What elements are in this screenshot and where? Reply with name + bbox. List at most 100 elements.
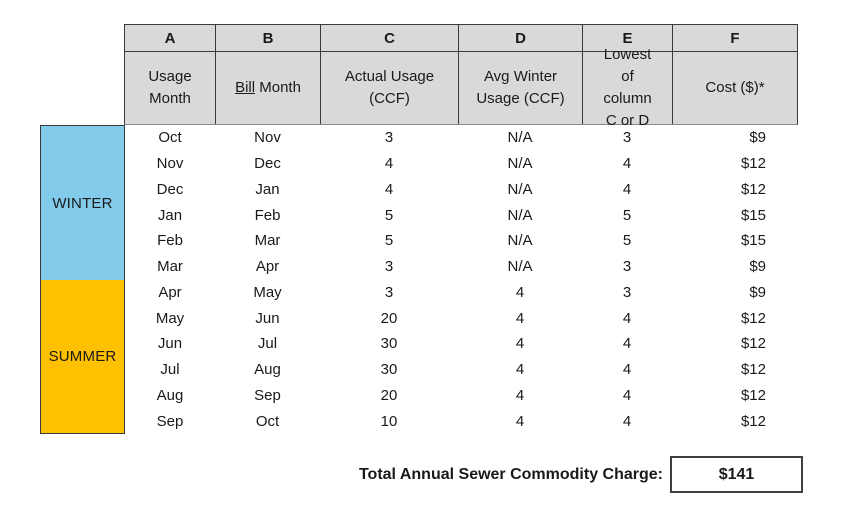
cell-bill-month: Jun [255, 309, 280, 327]
season-column: WINTER SUMMER [40, 125, 125, 434]
cell-lowest-c-or-d: 4 [622, 155, 632, 173]
cell-avg-winter-usage: N/A [507, 155, 533, 173]
cell-actual-usage: 5 [384, 232, 394, 250]
column-title-row: Usage Month Bill Month Actual Usage (CCF… [125, 46, 797, 129]
cell-actual-usage: 30 [380, 361, 398, 379]
cell-bill-month: Feb [254, 206, 281, 224]
total-label: Total Annual Sewer Commodity Charge: [358, 465, 663, 483]
cell-lowest-c-or-d: 4 [622, 180, 632, 198]
cell-actual-usage: 30 [380, 335, 398, 353]
cell-usage-month: Nov [156, 155, 184, 173]
cell-avg-winter-usage: N/A [507, 258, 533, 276]
cell-actual-usage: 4 [384, 180, 394, 198]
table-body: Oct Nov 3 N/A 3 $9 Nov Dec 4 N/A 4 $12 Dec Jan 4 N/A 4 $1… [125, 125, 797, 434]
cell-usage-month: Dec [156, 180, 184, 198]
cell-usage-month: Jul [160, 361, 180, 379]
cell-lowest-c-or-d: 4 [622, 309, 632, 327]
cell-cost: $12 [740, 309, 766, 327]
cell-bill-month: Oct [255, 412, 280, 430]
header-lowest-c-or-d: Lowest of column C or D [582, 46, 672, 129]
cell-avg-winter-usage: N/A [507, 129, 533, 147]
summer-block: SUMMER [41, 280, 124, 433]
column-letter-e: E [582, 25, 672, 51]
total-value-box: $141 [670, 456, 803, 493]
cell-bill-month: Jan [255, 180, 280, 198]
cell-actual-usage: 3 [384, 129, 394, 147]
cell-lowest-c-or-d: 4 [622, 335, 632, 353]
header-bill-month: Bill Month [215, 52, 320, 124]
cell-avg-winter-usage: 4 [515, 309, 525, 327]
cell-cost: $12 [740, 155, 766, 173]
cell-bill-month: Dec [254, 155, 281, 173]
total-row: Total Annual Sewer Commodity Charge: $14… [0, 456, 803, 493]
cell-usage-month: Feb [157, 232, 183, 250]
cell-lowest-c-or-d: 3 [622, 283, 632, 301]
cell-avg-winter-usage: N/A [507, 180, 533, 198]
cell-cost: $12 [740, 412, 766, 430]
cell-cost: $12 [740, 361, 766, 379]
cell-cost: $9 [749, 129, 766, 147]
cell-lowest-c-or-d: 3 [622, 129, 632, 147]
cell-actual-usage: 4 [384, 155, 394, 173]
cell-lowest-c-or-d: 4 [622, 386, 632, 404]
header-bill-underlined: Bill [235, 79, 256, 96]
cell-avg-winter-usage: N/A [507, 232, 533, 250]
cell-cost: $15 [740, 206, 766, 224]
cell-usage-month: May [155, 309, 185, 327]
header-bill-rest: Month [255, 79, 301, 96]
column-letter-row: A B C D E F [125, 25, 797, 51]
column-letter-f: F [672, 25, 797, 51]
cell-avg-winter-usage: 4 [515, 386, 525, 404]
header-avg-winter-usage: Avg Winter Usage (CCF) [458, 52, 582, 124]
cell-actual-usage: 5 [384, 206, 394, 224]
header-actual-usage: Actual Usage (CCF) [320, 52, 458, 124]
header-usage-month: Usage Month [148, 68, 192, 107]
cell-actual-usage: 3 [384, 258, 394, 276]
cell-usage-month: Aug [156, 386, 184, 404]
cell-lowest-c-or-d: 4 [622, 361, 632, 379]
cell-cost: $9 [749, 283, 766, 301]
cell-usage-month: Jan [157, 206, 183, 224]
winter-block: WINTER [41, 126, 124, 280]
cell-actual-usage: 3 [384, 283, 394, 301]
cell-usage-month: Apr [158, 283, 182, 301]
column-letter-a: A [164, 29, 176, 47]
cell-cost: $15 [740, 232, 766, 250]
summer-label: SUMMER [48, 348, 117, 365]
cell-bill-month: May [253, 283, 282, 301]
column-letter-d: D [458, 25, 582, 51]
cell-avg-winter-usage: 4 [515, 335, 525, 353]
header-cost: Cost ($)* [672, 52, 797, 124]
cell-avg-winter-usage: 4 [515, 283, 525, 301]
cell-bill-month: Nov [254, 129, 281, 147]
cell-usage-month: Oct [158, 129, 182, 147]
cell-bill-month: Aug [254, 361, 281, 379]
cell-usage-month: Jun [157, 335, 183, 353]
cell-actual-usage: 20 [380, 309, 398, 327]
cell-cost: $12 [740, 180, 766, 198]
cell-cost: $9 [749, 258, 766, 276]
cell-usage-month: Sep [156, 412, 184, 430]
cell-lowest-c-or-d: 5 [622, 232, 632, 250]
cell-avg-winter-usage: 4 [515, 412, 525, 430]
cell-lowest-c-or-d: 5 [622, 206, 632, 224]
column-letter-b: B [215, 25, 320, 51]
cell-actual-usage: 10 [380, 412, 398, 430]
cell-avg-winter-usage: 4 [515, 361, 525, 379]
cell-bill-month: Sep [254, 386, 281, 404]
cell-lowest-c-or-d: 4 [622, 412, 632, 430]
winter-label: WINTER [52, 194, 113, 212]
cell-lowest-c-or-d: 3 [622, 258, 632, 276]
total-value: $141 [718, 465, 755, 483]
cell-usage-month: Mar [157, 258, 183, 276]
cell-avg-winter-usage: N/A [507, 206, 533, 224]
table-header: A B C D E F Usage Month Bill Month Actua… [124, 24, 798, 129]
cell-actual-usage: 20 [380, 386, 398, 404]
cell-cost: $12 [740, 386, 766, 404]
cell-bill-month: Jul [257, 335, 278, 353]
column-letter-c: C [320, 25, 458, 51]
cell-bill-month: Mar [254, 232, 281, 250]
cell-bill-month: Apr [255, 258, 280, 276]
cell-cost: $12 [740, 335, 766, 353]
